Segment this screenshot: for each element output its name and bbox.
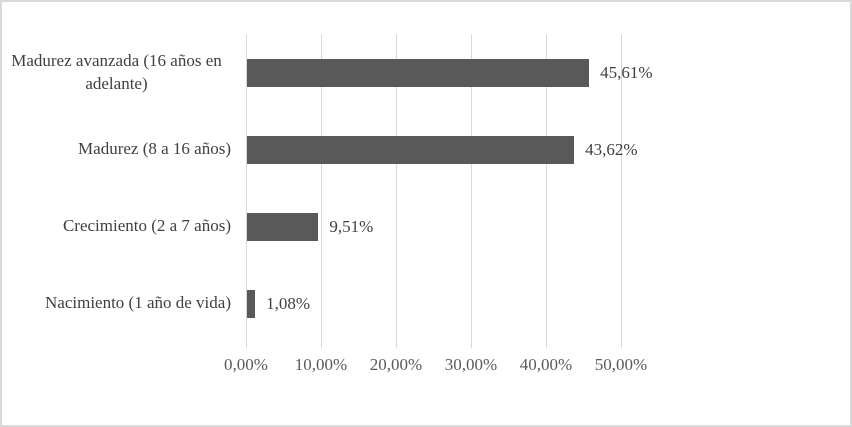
category-label: Crecimiento (2 a 7 años) — [2, 188, 239, 265]
x-axis-tick-label: 10,00% — [294, 355, 348, 374]
axis-tick — [471, 342, 472, 348]
bar-value-label: 9,51% — [329, 216, 374, 236]
gridline — [546, 34, 547, 342]
axis-tick — [396, 342, 397, 348]
x-axis-tick-label: 50,00% — [594, 355, 648, 374]
gridline — [321, 34, 322, 342]
gridline — [396, 34, 397, 342]
bar-value-label: 43,62% — [585, 139, 638, 159]
x-axis-tick-label: 40,00% — [519, 355, 573, 374]
bar — [247, 212, 319, 241]
gridline — [621, 34, 622, 342]
bar — [247, 135, 575, 164]
x-axis-tick-label: 0,00% — [224, 355, 268, 374]
bar-value-label: 1,08% — [266, 293, 311, 313]
bar — [247, 58, 590, 87]
category-label: Madurez (8 a 16 años) — [2, 111, 239, 188]
axis-tick — [546, 342, 547, 348]
gridline — [471, 34, 472, 342]
axis-tick — [621, 342, 622, 348]
x-axis-tick-label: 30,00% — [444, 355, 498, 374]
gridline — [246, 34, 247, 342]
axis-tick — [321, 342, 322, 348]
category-label-text: Madurez avanzada (16 años en adelante) — [11, 51, 222, 93]
x-axis-tick-label: 20,00% — [369, 355, 423, 374]
category-label-text: Madurez (8 a 16 años) — [78, 139, 231, 159]
category-label: Madurez avanzada (16 años en adelante) — [2, 34, 239, 111]
category-label-text: Nacimiento (1 año de vida) — [45, 293, 231, 313]
bar — [247, 289, 256, 318]
axis-tick — [246, 342, 247, 348]
bar-value-label: 45,61% — [600, 62, 653, 82]
category-label: Nacimiento (1 año de vida) — [2, 265, 239, 342]
category-label-text: Crecimiento (2 a 7 años) — [62, 216, 231, 236]
